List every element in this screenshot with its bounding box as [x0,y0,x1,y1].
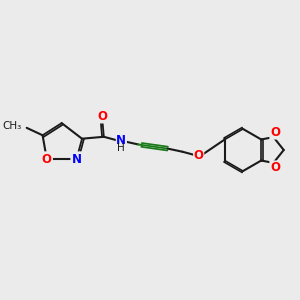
Text: O: O [98,110,107,123]
Text: O: O [270,161,280,174]
Text: CH₃: CH₃ [2,122,21,131]
Text: N: N [116,134,126,147]
Text: O: O [42,152,52,166]
Text: N: N [71,152,82,166]
Text: H: H [118,143,125,153]
Text: O: O [270,126,280,139]
Text: O: O [194,148,204,162]
